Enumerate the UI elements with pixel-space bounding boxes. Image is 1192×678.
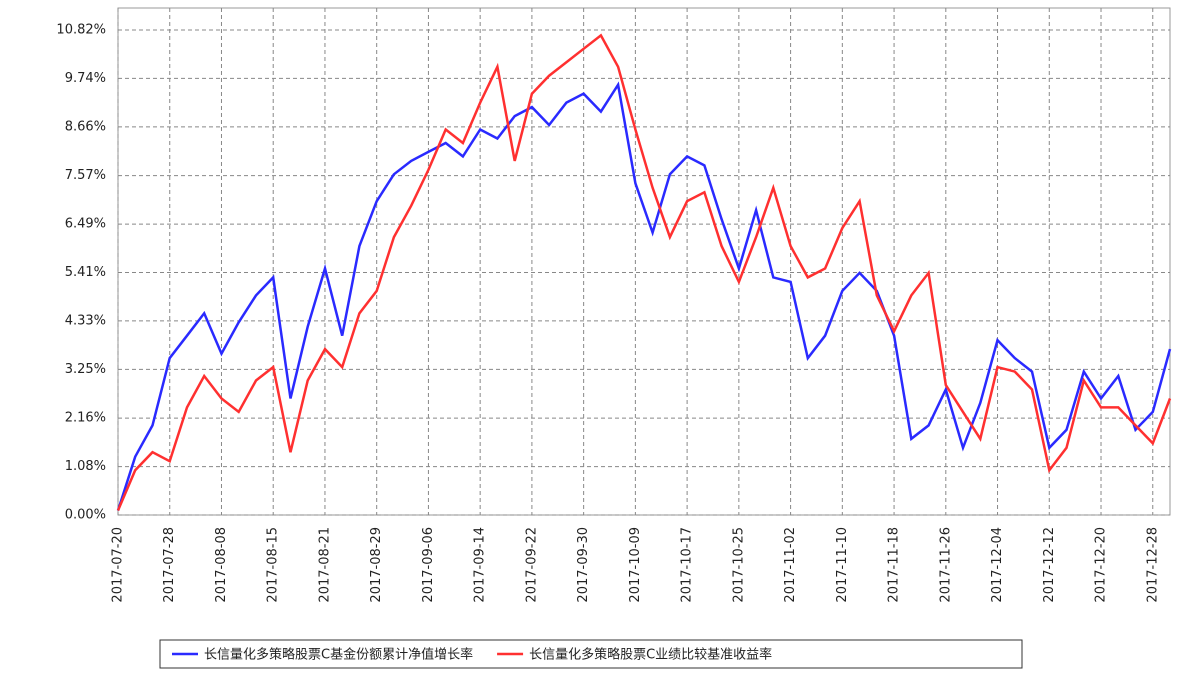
x-tick-label: 2017-09-30 (576, 527, 591, 603)
x-tick-label: 2017-12-04 (990, 527, 1005, 603)
y-tick-label: 0.00% (65, 508, 106, 523)
series-line (116, 81, 1172, 511)
x-tick-label: 2017-08-15 (266, 527, 281, 603)
x-tick-label: 2017-11-10 (835, 527, 850, 603)
x-tick-label: 2017-08-21 (317, 527, 332, 603)
x-tick-label: 2017-09-14 (473, 527, 488, 603)
x-tick-label: 2017-11-26 (938, 527, 953, 603)
y-tick-label: 3.25% (65, 362, 106, 377)
x-tick-label: 2017-11-02 (783, 527, 798, 603)
y-tick-label: 2.16% (65, 411, 106, 426)
x-tick-label: 2017-12-12 (1042, 527, 1057, 603)
legend-label: 长信量化多策略股票C基金份额累计净值增长率 (204, 647, 473, 663)
x-tick-label: 2017-10-09 (628, 527, 643, 603)
x-tick-label: 2017-10-25 (731, 527, 746, 603)
y-tick-label: 8.66% (65, 119, 106, 134)
y-tick-label: 7.57% (65, 168, 106, 183)
y-tick-label: 9.74% (65, 71, 106, 86)
y-tick-label: 5.41% (65, 265, 106, 280)
x-tick-label: 2017-09-22 (524, 527, 539, 603)
plot-frame (117, 7, 1171, 516)
x-tick-label: 2017-08-08 (214, 527, 229, 603)
x-tick-label: 2017-08-29 (369, 527, 384, 603)
y-tick-label: 1.08% (65, 459, 106, 474)
series-line (116, 33, 1172, 511)
y-tick-label: 10.82% (56, 23, 106, 38)
x-tick-label: 2017-09-06 (421, 527, 436, 603)
x-tick-label: 2017-11-18 (887, 527, 902, 603)
legend-label: 长信量化多策略股票C业绩比较基准收益率 (529, 647, 772, 663)
x-tick-label: 2017-07-20 (111, 527, 126, 603)
y-tick-label: 4.33% (65, 313, 106, 328)
legend: 长信量化多策略股票C基金份额累计净值增长率 长信量化多策略股票C业绩比较基准收益率 (159, 639, 1023, 669)
legend-box (159, 639, 1023, 669)
x-tick-label: 2017-12-28 (1145, 527, 1160, 603)
x-tick-label: 2017-10-17 (680, 527, 695, 603)
x-tick-label: 2017-12-20 (1094, 527, 1109, 603)
y-tick-label: 6.49% (65, 217, 106, 232)
x-tick-label: 2017-07-28 (162, 527, 177, 603)
